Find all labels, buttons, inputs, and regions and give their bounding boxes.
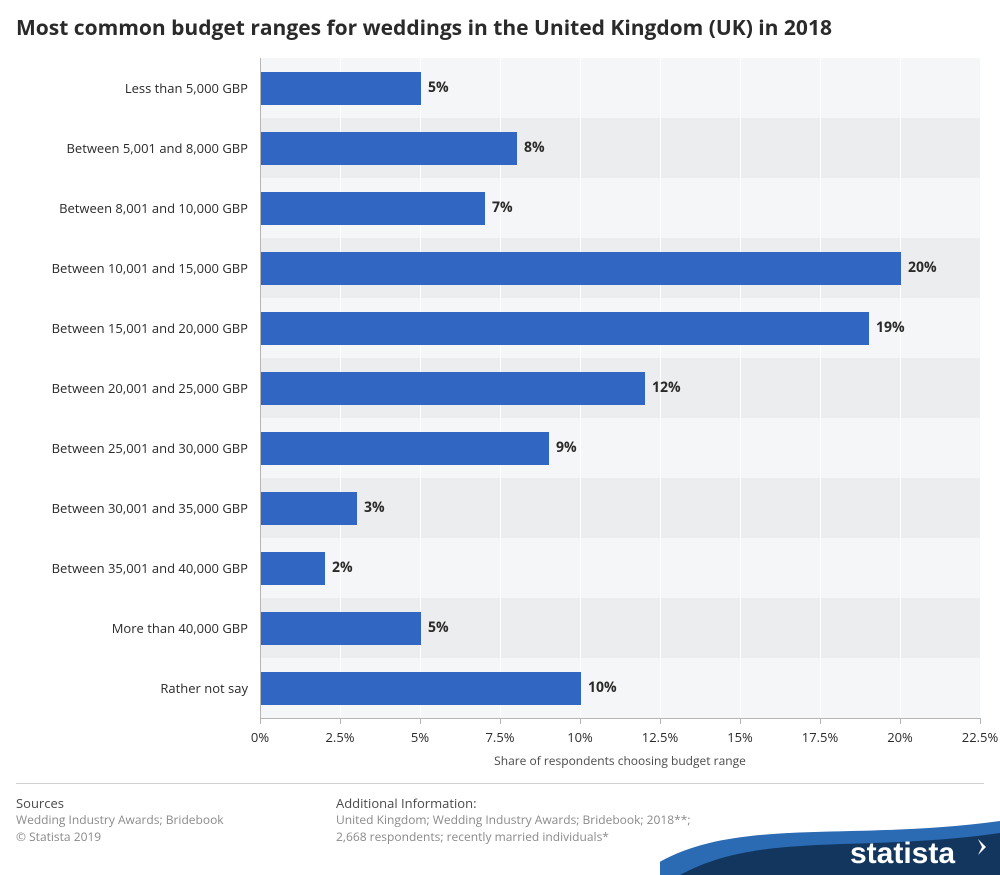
bar — [261, 252, 901, 285]
bar-value-label: 5% — [428, 78, 449, 97]
y-category-label: Between 25,001 and 30,000 GBP — [8, 439, 248, 457]
x-tick-label: 2.5% — [325, 728, 354, 746]
chart-title: Most common budget ranges for weddings i… — [0, 0, 1000, 48]
y-category-label: Less than 5,000 GBP — [8, 79, 248, 97]
chart-footer: Sources Wedding Industry Awards; Bridebo… — [16, 783, 984, 875]
bar-value-label: 3% — [364, 498, 385, 517]
bar-value-label: 10% — [588, 678, 617, 697]
chart-plot-area: 0%2.5%5%7.5%10%12.5%15%17.5%20%22.5%Less… — [260, 58, 980, 718]
sources-heading: Sources — [16, 794, 316, 812]
x-axis-title: Share of respondents choosing budget ran… — [494, 752, 746, 769]
x-axis-line — [260, 718, 980, 719]
bar-value-label: 12% — [652, 378, 681, 397]
y-category-label: Between 20,001 and 25,000 GBP — [8, 379, 248, 397]
bar-value-label: 7% — [492, 198, 513, 217]
y-category-label: Between 5,001 and 8,000 GBP — [8, 139, 248, 157]
bar — [261, 372, 645, 405]
bar-value-label: 19% — [876, 318, 905, 337]
bar — [261, 672, 581, 705]
bar — [261, 492, 357, 525]
x-tick-label: 7.5% — [485, 728, 514, 746]
sources-line-1: © Statista 2019 — [16, 829, 316, 846]
x-tick-label: 20% — [887, 728, 913, 746]
chart-row-stripe — [260, 538, 980, 598]
statista-logo: statista — [660, 783, 1000, 875]
bar-value-label: 8% — [524, 138, 545, 157]
gridline — [980, 58, 981, 718]
y-category-label: Between 8,001 and 10,000 GBP — [8, 199, 248, 217]
x-tick-label: 15% — [727, 728, 753, 746]
gridline — [820, 58, 821, 718]
bar-value-label: 9% — [556, 438, 577, 457]
gridline — [900, 58, 901, 718]
x-tick-label: 22.5% — [962, 728, 998, 746]
x-tick-label: 5% — [411, 728, 429, 746]
sources-line-0: Wedding Industry Awards; Bridebook — [16, 812, 316, 829]
gridline — [740, 58, 741, 718]
bar — [261, 132, 517, 165]
bar-value-label: 20% — [908, 258, 937, 277]
x-tick-label: 17.5% — [802, 728, 838, 746]
y-category-label: Between 30,001 and 35,000 GBP — [8, 499, 248, 517]
y-category-label: Between 15,001 and 20,000 GBP — [8, 319, 248, 337]
x-tick — [980, 718, 981, 724]
bar — [261, 312, 869, 345]
x-tick-label: 0% — [251, 728, 269, 746]
y-category-label: More than 40,000 GBP — [8, 619, 248, 637]
bar — [261, 192, 485, 225]
x-tick-label: 12.5% — [642, 728, 678, 746]
bar-value-label: 2% — [332, 558, 353, 577]
x-tick-label: 10% — [567, 728, 593, 746]
bar — [261, 72, 421, 105]
y-category-label: Between 35,001 and 40,000 GBP — [8, 559, 248, 577]
y-category-label: Between 10,001 and 15,000 GBP — [8, 259, 248, 277]
bar — [261, 552, 325, 585]
bar — [261, 432, 549, 465]
bar-value-label: 5% — [428, 618, 449, 637]
svg-text:statista: statista — [850, 837, 955, 870]
y-category-label: Rather not say — [8, 679, 248, 697]
bar — [261, 612, 421, 645]
